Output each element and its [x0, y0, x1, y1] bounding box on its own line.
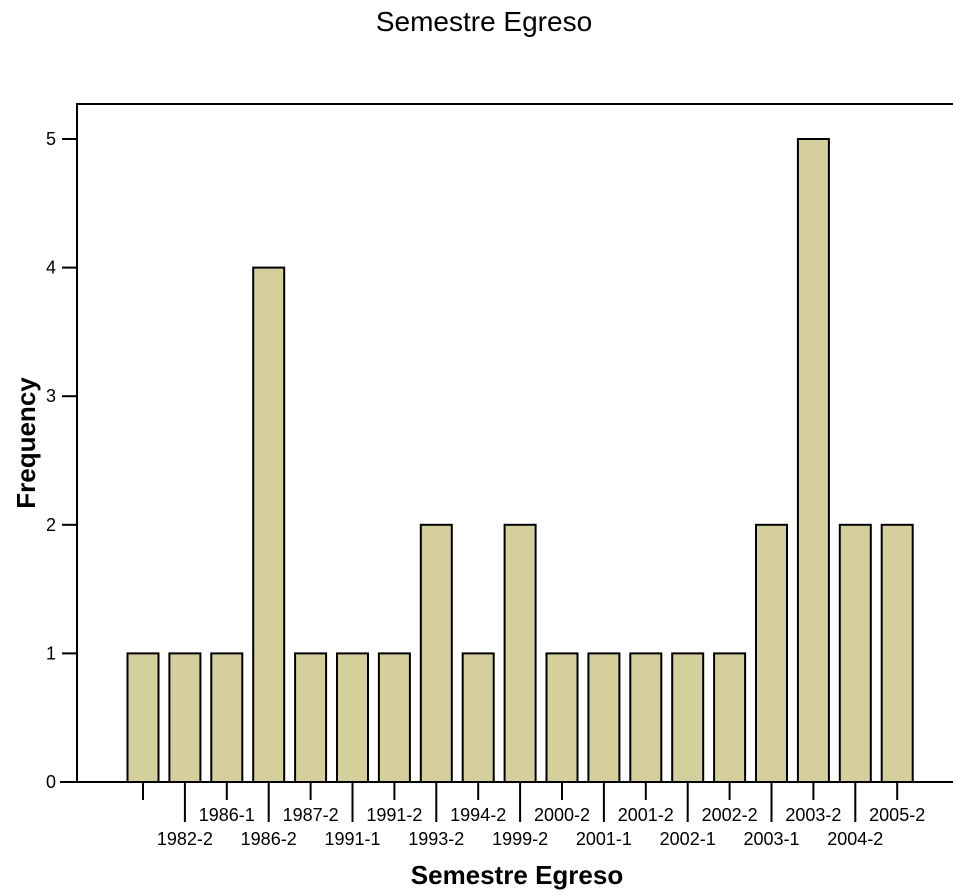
bar: [671, 652, 705, 784]
bar: [755, 523, 788, 783]
bar: [629, 652, 663, 784]
bar: [377, 652, 411, 784]
y-axis-title: Frequency: [11, 377, 41, 509]
y-tick-label: 3: [46, 386, 56, 406]
bar: [126, 652, 160, 784]
y-axis: 0 1 2 3 4 5: [46, 129, 77, 792]
x-tick-label: 2001-2: [618, 805, 674, 825]
bar: [461, 652, 495, 784]
bars: [126, 138, 914, 784]
bar: [336, 652, 369, 784]
y-tick-label: 2: [46, 515, 56, 535]
x-tick-label: 1986-1: [199, 805, 255, 825]
x-tick-label: 2003-2: [785, 805, 841, 825]
x-tick-label: 2003-1: [743, 829, 799, 849]
bar: [503, 523, 537, 783]
x-tick-label: 2002-2: [702, 805, 758, 825]
x-tick-label: 2000-2: [534, 805, 590, 825]
x-axis-title: Semestre Egreso: [411, 860, 623, 890]
bar: [252, 266, 286, 784]
x-tick-label: 1993-2: [408, 829, 464, 849]
x-tick-label: 1991-1: [324, 829, 380, 849]
y-tick-label: 0: [46, 772, 56, 792]
x-tick-label: 2002-1: [660, 829, 716, 849]
x-tick-label: 2001-1: [576, 829, 632, 849]
bar: [796, 138, 830, 783]
bar: [713, 652, 747, 784]
x-tick-label: 1987-2: [283, 805, 339, 825]
bar: [880, 523, 914, 783]
x-tick-label: 1994-2: [450, 805, 506, 825]
bar: [210, 652, 244, 784]
x-tick-label: 1999-2: [492, 829, 548, 849]
x-tick-label: 1982-2: [157, 829, 213, 849]
y-tick-label: 5: [46, 129, 56, 149]
bar: [168, 652, 202, 784]
y-tick-label: 1: [46, 643, 56, 663]
bar: [294, 652, 328, 784]
y-tick-label: 4: [46, 258, 56, 278]
x-axis: 1982-2 1986-1 1986-2 1987-2 1991-1 1991-2 1993…: [142, 782, 925, 849]
bar: [545, 652, 579, 784]
x-tick-label: 2005-2: [869, 805, 925, 825]
bar: [587, 652, 621, 784]
x-tick-label: 2004-2: [827, 829, 883, 849]
bar: [838, 523, 872, 783]
bar: [419, 523, 453, 783]
x-tick-label: 1986-2: [241, 829, 297, 849]
x-tick-label: 1991-2: [366, 805, 422, 825]
chart-title: Semestre Egreso: [375, 6, 593, 37]
